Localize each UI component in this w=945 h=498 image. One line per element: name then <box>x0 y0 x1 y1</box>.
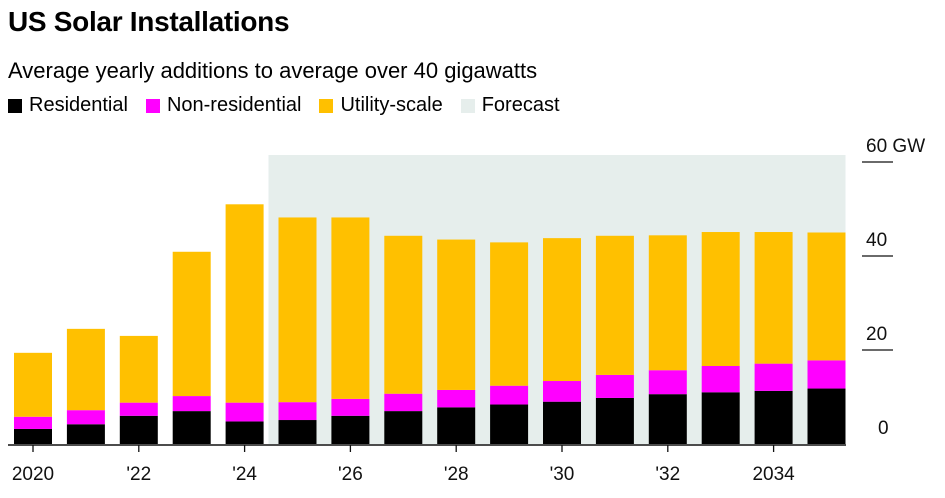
bar-segment-residential <box>490 404 529 444</box>
bar-segment-utility-scale <box>807 232 846 361</box>
bar-segment-non-residential <box>384 393 423 412</box>
bar-segment-utility-scale <box>172 251 211 397</box>
legend-item-forecast: Forecast <box>460 94 560 117</box>
bar-segment-residential <box>595 397 634 444</box>
bar-segment-utility-scale <box>331 217 370 399</box>
x-tick-label: '28 <box>444 464 469 485</box>
y-axis-layer: 0 20 40 60 GW <box>862 136 925 439</box>
bar-segment-residential <box>14 428 52 444</box>
bar-segment-residential <box>278 420 317 444</box>
bar-segment-utility-scale <box>119 335 158 403</box>
bar-segment-residential <box>384 411 423 444</box>
bar-segment-utility-scale <box>701 232 740 366</box>
bar-segment-utility-scale <box>754 232 793 364</box>
bar-segment-residential <box>701 392 740 444</box>
bar-segment-non-residential <box>595 374 634 398</box>
bar-segment-non-residential <box>754 363 793 391</box>
y-tick-label: 60 GW <box>866 136 925 157</box>
bar-segment-utility-scale <box>437 239 476 390</box>
bar-segment-residential <box>807 388 846 444</box>
chart-title: US Solar Installations <box>8 6 290 37</box>
y-tick-label: 40 <box>866 230 887 251</box>
bar-segment-residential <box>331 415 370 444</box>
legend: Residential Non-residential Utility-scal… <box>8 94 578 117</box>
bar-segment-utility-scale <box>225 204 264 403</box>
x-tick-label: '26 <box>338 464 363 485</box>
bar-segment-non-residential <box>701 365 740 393</box>
bar-segment-non-residential <box>66 410 105 425</box>
y-tick-label: 20 <box>866 324 887 345</box>
legend-swatch-utility-scale <box>319 98 334 113</box>
bar-segment-residential <box>648 394 687 444</box>
y-tick-label: 0 <box>878 418 889 439</box>
bar-segment-residential <box>119 415 158 444</box>
bar-segment-residential <box>172 411 211 444</box>
legend-label-utility-scale: Utility-scale <box>340 94 443 116</box>
bar-segment-utility-scale <box>14 352 52 417</box>
legend-swatch-non-residential <box>145 98 160 113</box>
bar-segment-non-residential <box>543 381 581 402</box>
x-axis-layer: 2020 '22 '24 '26 '28 '30 '32 2034 <box>8 444 846 485</box>
bar-segment-utility-scale <box>384 235 423 394</box>
x-tick-label: '30 <box>550 464 575 485</box>
x-tick-label: '24 <box>232 464 257 485</box>
bar-segment-non-residential <box>648 370 687 395</box>
bar-segment-residential <box>66 424 105 444</box>
bar-segment-non-residential <box>14 416 52 429</box>
legend-label-residential: Residential <box>29 94 128 116</box>
bars-layer <box>14 204 846 444</box>
bar-segment-non-residential <box>225 402 264 422</box>
bar-segment-non-residential <box>807 360 846 389</box>
legend-label-non-residential: Non-residential <box>166 94 302 116</box>
bar-segment-residential <box>543 401 581 444</box>
legend-item-utility-scale: Utility-scale <box>319 94 443 117</box>
bar-segment-non-residential <box>172 396 211 412</box>
bar-segment-non-residential <box>331 398 370 416</box>
bar-segment-non-residential <box>119 402 158 416</box>
x-tick-label: '32 <box>655 464 680 485</box>
bar-segment-utility-scale <box>278 217 317 403</box>
bar-segment-utility-scale <box>66 328 105 411</box>
bar-segment-utility-scale <box>490 242 529 386</box>
legend-item-non-residential: Non-residential <box>145 94 302 117</box>
bar-segment-utility-scale <box>648 235 687 371</box>
bar-segment-residential <box>437 407 476 444</box>
bar-segment-utility-scale <box>543 238 581 382</box>
bar-segment-non-residential <box>278 402 317 421</box>
chart-subtitle: Average yearly additions to average over… <box>8 58 538 83</box>
bar-segment-residential <box>754 390 793 444</box>
bar-segment-residential <box>225 421 264 444</box>
legend-item-residential: Residential <box>8 94 128 117</box>
x-tick-label: '22 <box>126 464 151 485</box>
x-tick-label: 2020 <box>12 464 54 485</box>
bar-segment-non-residential <box>490 385 529 405</box>
bar-segment-utility-scale <box>595 235 634 375</box>
x-tick-label: 2034 <box>752 464 795 485</box>
legend-swatch-forecast <box>460 98 475 113</box>
legend-swatch-residential <box>8 98 22 113</box>
bar-segment-non-residential <box>437 389 476 408</box>
legend-label-forecast: Forecast <box>481 94 560 116</box>
